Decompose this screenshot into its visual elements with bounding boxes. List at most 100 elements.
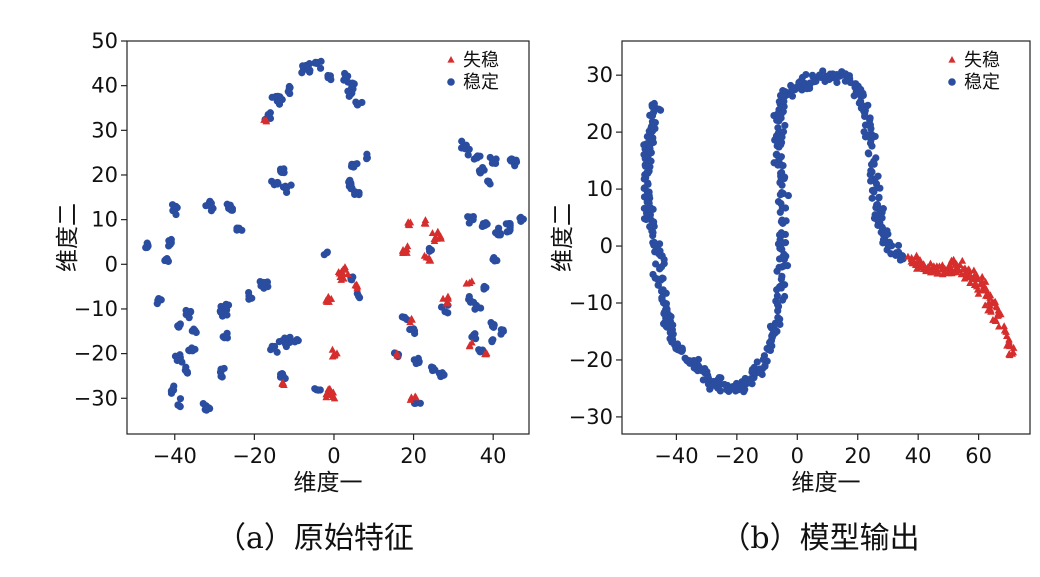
point-stable [859,91,867,100]
point-stable [776,208,784,216]
point-unstable [945,261,954,269]
point-unstable [465,341,474,349]
chart-panel-a: −40 −20 0 20 40 −30 −20 −10 0 10 20 30 40 50 维度一 维度二 失稳稳… [55,29,530,556]
point-stable [898,252,906,260]
point-stable [840,70,849,79]
point-stable [867,177,875,185]
point-stable [667,313,675,321]
point-unstable [444,294,452,302]
point-unstable [991,317,1000,325]
point-stable [458,137,466,145]
y-axis-label: 维度二 [550,203,576,272]
x-axis-label: 维度一 [792,470,861,496]
point-stable [643,169,651,177]
point-stable [172,210,180,219]
point-stable [286,333,294,341]
point-stable [656,265,664,273]
point-unstable [1000,326,1009,334]
y-tick-label: 20 [586,120,613,144]
point-stable [488,322,497,330]
point-stable [812,77,820,85]
point-stable [277,168,285,176]
y-tick-label: 20 [91,163,118,187]
point-unstable [421,219,430,227]
point-stable [188,347,197,355]
x-axis-label: 维度一 [294,470,363,496]
point-stable [867,167,875,175]
point-stable [778,174,787,182]
point-stable [507,157,515,165]
point-stable [316,64,325,72]
point-unstable [935,262,944,270]
point-stable [821,77,829,86]
x-tick-label: 20 [400,444,427,468]
point-stable [775,231,784,239]
point-stable [461,145,469,153]
legend-label: 稳定 [964,72,1000,93]
point-stable [341,69,349,78]
point-unstable [913,264,921,272]
point-stable [673,340,682,348]
point-stable [647,157,655,165]
point-stable [779,87,787,95]
point-stable [866,121,874,129]
point-stable [767,337,776,345]
point-unstable [339,265,347,273]
point-stable [173,356,181,365]
point-stable [716,387,724,395]
point-stable [866,130,874,139]
point-stable [699,376,707,384]
point-stable [650,218,658,226]
point-stable [499,327,507,335]
point-unstable [971,279,980,287]
point-stable [874,216,882,225]
point-stable [777,104,786,112]
y-tick-label: −10 [569,291,613,315]
point-stable [778,133,786,141]
point-stable [841,77,850,85]
point-stable [271,342,279,351]
point-stable [775,138,783,146]
point-unstable [959,265,967,273]
x-tick-label: −20 [715,444,759,468]
point-unstable [965,266,974,274]
point-stable [780,255,788,263]
point-stable [883,227,891,235]
point-stable [659,286,667,294]
legend-label: 失稳 [463,50,499,71]
point-stable [516,214,524,222]
point-stable [299,62,307,70]
point-stable [346,176,354,184]
x-tick-label: 40 [905,444,932,468]
point-unstable [972,271,981,279]
plot-frame [621,40,1031,435]
point-unstable [338,270,346,278]
point-stable [867,160,876,169]
point-stable [412,359,420,368]
point-stable [781,121,789,130]
point-stable [773,292,781,300]
point-stable [649,119,657,127]
point-stable [347,275,355,284]
point-stable [167,239,175,247]
point-stable [861,112,869,121]
point-stable [427,363,436,371]
point-unstable [957,270,966,278]
point-stable [472,335,480,343]
point-stable [783,262,792,270]
point-stable [464,151,472,159]
x-tick-label: 40 [480,444,507,468]
point-stable [496,231,504,239]
point-stable [444,309,452,317]
point-stable [704,371,712,379]
point-unstable [974,289,983,297]
x-tick-label: 0 [327,444,340,468]
point-stable [224,301,233,309]
point-stable [640,204,648,212]
point-stable [855,99,863,107]
point-stable [865,150,873,158]
point-stable [199,399,207,408]
point-stable [235,225,243,234]
point-stable [777,199,785,208]
